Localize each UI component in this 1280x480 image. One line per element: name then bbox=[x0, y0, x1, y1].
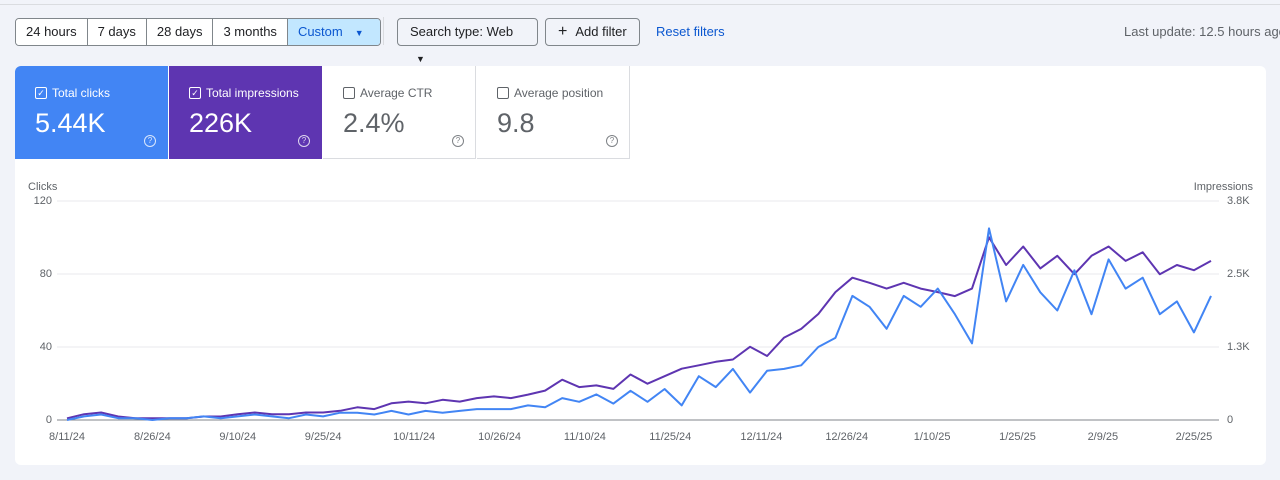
metric-label: Total clicks bbox=[52, 86, 111, 100]
x-tick-label: 1/25/25 bbox=[999, 431, 1036, 443]
x-tick-label: 9/25/24 bbox=[305, 431, 342, 443]
metric-value: 226K bbox=[189, 108, 253, 138]
help-icon: ? bbox=[144, 135, 156, 147]
x-tick-label: 2/25/25 bbox=[1176, 431, 1213, 443]
x-tick-label: 10/11/24 bbox=[393, 431, 435, 443]
metric-value: 2.4% bbox=[343, 108, 405, 138]
y2-tick-label: 2.5K bbox=[1227, 268, 1250, 280]
range-option[interactable]: 7 days bbox=[87, 19, 147, 45]
checkbox bbox=[497, 87, 509, 99]
x-tick-label: 1/10/25 bbox=[914, 431, 951, 443]
reset-filters[interactable]: Reset filters bbox=[656, 24, 725, 39]
metric-label: Average CTR bbox=[360, 86, 433, 100]
y-tick-label: 120 bbox=[34, 195, 52, 207]
y-tick-label: 80 bbox=[40, 268, 52, 280]
dropdown-arrow: ▼ bbox=[416, 54, 425, 64]
x-tick-label: 12/26/24 bbox=[825, 431, 868, 443]
y-tick-label: 40 bbox=[40, 341, 52, 353]
plus-icon: + bbox=[558, 23, 568, 40]
y2-axis-title: Impressions bbox=[1194, 181, 1254, 193]
dropdown-arrow: ▼ bbox=[354, 28, 364, 38]
x-tick-label: 2/9/25 bbox=[1088, 431, 1119, 443]
x-tick-label: 10/26/24 bbox=[478, 431, 521, 443]
x-tick-label: 11/25/24 bbox=[649, 431, 691, 443]
search-type-label: Search type: Web bbox=[410, 24, 514, 39]
help-icon: ? bbox=[606, 135, 618, 147]
checkbox bbox=[343, 87, 355, 99]
y2-tick-label: 1.3K bbox=[1227, 341, 1250, 353]
checkbox: ✓ bbox=[189, 87, 201, 99]
metric-card[interactable]: Average CTR 2.4%? bbox=[323, 66, 476, 159]
x-tick-label: 11/10/24 bbox=[564, 431, 606, 443]
range-option[interactable]: 24 hours bbox=[16, 19, 88, 45]
y2-tick-label: 3.8K bbox=[1227, 195, 1250, 207]
date-range-selector: 24 hours 7 days 28 days 3 months Custom ▼ bbox=[15, 18, 381, 46]
range-option[interactable]: 28 days bbox=[146, 19, 214, 45]
add-filter-label: Add filter bbox=[575, 24, 627, 39]
last-update: Last update: 12.5 hours ago bbox=[1124, 24, 1280, 39]
top-border bbox=[0, 0, 1280, 5]
metric-card[interactable]: ✓ Total clicks 5.44K? bbox=[15, 66, 168, 159]
x-tick-label: 8/26/24 bbox=[134, 431, 171, 443]
add-filter-button[interactable]: + Add filter bbox=[545, 18, 640, 46]
help-icon: ? bbox=[298, 135, 310, 147]
x-tick-label: 12/11/24 bbox=[740, 431, 782, 443]
chart: Clicks Impressions 0 40 80 120 0 1.3K 2.5K 3.8K 8/… bbox=[28, 181, 1254, 443]
y-tick-label: 0 bbox=[46, 414, 52, 426]
range-option[interactable]: Custom ▼ bbox=[287, 19, 380, 45]
series-line bbox=[66, 227, 1212, 421]
separator bbox=[383, 17, 384, 45]
metric-card[interactable]: Average position 9.8? bbox=[477, 66, 630, 159]
x-tick-label: 8/11/24 bbox=[49, 431, 85, 443]
metric-value: 9.8 bbox=[497, 108, 535, 138]
y2-tick-label: 0 bbox=[1227, 414, 1233, 426]
metric-label: Average position bbox=[514, 86, 604, 100]
metric-label: Total impressions bbox=[206, 86, 299, 100]
help-icon: ? bbox=[452, 135, 464, 147]
search-type-button[interactable]: Search type: Web ▼ bbox=[397, 18, 538, 64]
series-line bbox=[66, 236, 1212, 420]
metric-value: 5.44K bbox=[35, 108, 106, 138]
performance-panel: ✓ Total clicks 5.44K? ✓ Total impressions 226… bbox=[15, 66, 1266, 465]
range-option[interactable]: 3 months bbox=[213, 19, 288, 45]
checkbox: ✓ bbox=[35, 87, 47, 99]
y-axis-title: Clicks bbox=[28, 181, 58, 193]
x-tick-label: 9/10/24 bbox=[219, 431, 256, 443]
metric-card[interactable]: ✓ Total impressions 226K? bbox=[169, 66, 322, 159]
